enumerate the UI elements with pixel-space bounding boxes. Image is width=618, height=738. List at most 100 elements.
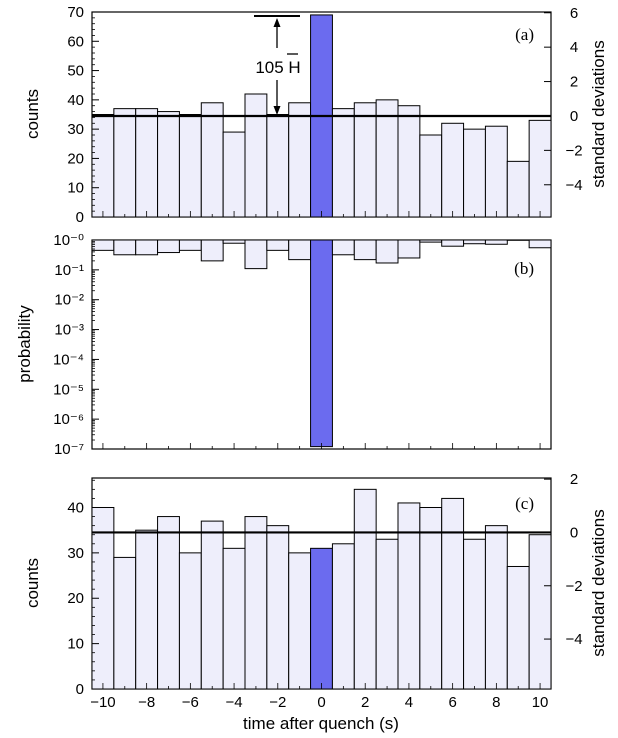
ytick-label-c-3: 30: [67, 545, 84, 562]
bar-c-18: [484, 525, 508, 690]
ytick-label-a-7: 70: [67, 4, 84, 21]
panel-b-bars: [91, 239, 552, 448]
bar-c-10: [310, 547, 333, 690]
bar-a-4: [178, 114, 202, 218]
bar-c-16: [441, 497, 465, 690]
bar-c-13: [375, 538, 399, 690]
bar-b-1: [113, 239, 137, 256]
bar-b-0: [91, 239, 115, 251]
bar-b-3: [157, 239, 180, 254]
panel-b-ticks: 10⁻⁰ 10⁻¹ 10⁻² 10⁻³ 10⁻⁴ 10⁻⁵ 10⁻⁶ 10⁻⁷: [53, 232, 541, 458]
bar-c-12: [353, 488, 377, 690]
bar-a-20: [528, 119, 552, 218]
bar-a-1: [113, 108, 137, 218]
bar-a-0: [91, 114, 115, 218]
bar-c-17: [463, 538, 486, 690]
bar-a-5: [200, 102, 224, 218]
panel-c-letter: (c): [515, 494, 534, 513]
xtick-label-7: 4: [405, 694, 413, 711]
ytick-label-a-5: 50: [67, 63, 84, 80]
panel-c-ylabel-right: standard deviations: [589, 509, 608, 656]
annotation-arrowhead-down: [273, 106, 281, 115]
xtick-label-6: 2: [361, 694, 369, 711]
bar-b-8: [266, 239, 290, 251]
bar-b-10: [310, 239, 333, 448]
rtick-label-a-4: −2: [565, 142, 582, 159]
rtick-label-a-0: 6: [570, 5, 578, 22]
rtick-label-c-0: 2: [570, 471, 578, 488]
rtick-label-a-3: 0: [570, 108, 578, 125]
bar-c-11: [331, 543, 355, 690]
xtick-label-9: 8: [492, 694, 500, 711]
ytick-label-b-1: 10⁻¹: [54, 262, 84, 279]
bar-b-13: [375, 239, 399, 264]
ytick-label-c-2: 20: [67, 590, 84, 607]
xtick-label-3: −4: [226, 694, 243, 711]
bar-b-2: [135, 239, 159, 256]
ytick-label-b-3: 10⁻³: [54, 322, 84, 339]
panel-a-bars: [91, 14, 552, 218]
bar-b-7: [244, 239, 268, 270]
bar-c-7: [244, 516, 268, 690]
bar-a-3: [157, 111, 180, 218]
bar-c-6: [222, 547, 246, 690]
bar-b-6: [222, 239, 246, 244]
ytick-label-c-0: 0: [76, 681, 84, 698]
ytick-label-b-5: 10⁻⁵: [53, 381, 84, 398]
rtick-label-a-2: 2: [570, 74, 578, 91]
bar-c-19: [506, 565, 530, 690]
bar-b-14: [397, 239, 421, 259]
bar-c-8: [266, 525, 290, 690]
bar-a-13: [375, 99, 399, 218]
bar-c-15: [419, 506, 443, 690]
ytick-label-b-6: 10⁻⁶: [53, 411, 84, 428]
rtick-label-a-5: −4: [565, 177, 582, 194]
bar-c-20: [528, 534, 552, 690]
xtick-label-8: 6: [448, 694, 456, 711]
panel-b-ylabel: probability: [15, 305, 34, 383]
panel-c-ylabel: counts: [23, 558, 42, 608]
ytick-label-a-3: 30: [67, 121, 84, 138]
bar-a-12: [353, 102, 377, 218]
bar-c-9: [288, 552, 312, 690]
x-axis-title: time after quench (s): [243, 714, 399, 733]
xtick-label-2: −6: [182, 694, 199, 711]
bar-c-5: [200, 520, 224, 690]
bar-c-1: [113, 556, 137, 690]
xtick-label-10: 10: [532, 694, 549, 711]
ytick-label-c-4: 40: [67, 499, 84, 516]
bar-a-11: [331, 108, 355, 218]
bar-b-16: [441, 239, 465, 247]
bar-a-8: [266, 114, 290, 218]
ytick-label-a-1: 10: [67, 180, 84, 197]
rtick-label-a-1: 4: [570, 39, 578, 56]
xtick-label-1: −8: [138, 694, 155, 711]
bar-b-12: [353, 239, 377, 261]
bar-b-17: [463, 239, 486, 245]
bar-a-2: [135, 108, 159, 218]
panel-a-ylabel-right: standard deviations: [589, 40, 608, 187]
bar-b-9: [288, 239, 312, 261]
bar-b-5: [200, 239, 224, 262]
ytick-label-a-6: 60: [67, 33, 84, 50]
ytick-label-b-2: 10⁻²: [54, 292, 84, 309]
panel-b-letter: (b): [514, 259, 534, 278]
ytick-label-a-4: 40: [67, 92, 84, 109]
panel-c-bars: [91, 488, 552, 690]
bar-a-16: [441, 122, 465, 218]
bar-a-17: [463, 128, 486, 218]
annotation-arrowhead-up: [273, 18, 281, 27]
bar-a-7: [244, 93, 268, 218]
ytick-label-a-0: 0: [76, 209, 84, 226]
ytick-label-b-7: 10⁻⁷: [54, 441, 84, 458]
bar-c-14: [397, 502, 421, 690]
bar-c-2: [135, 529, 159, 690]
xtick-label-5: 0: [317, 694, 325, 711]
bar-a-15: [419, 134, 443, 218]
bar-a-6: [222, 131, 246, 218]
ytick-label-c-1: 10: [67, 636, 84, 653]
bar-c-4: [178, 552, 202, 690]
annotation-105-h: 105 H: [254, 15, 301, 115]
